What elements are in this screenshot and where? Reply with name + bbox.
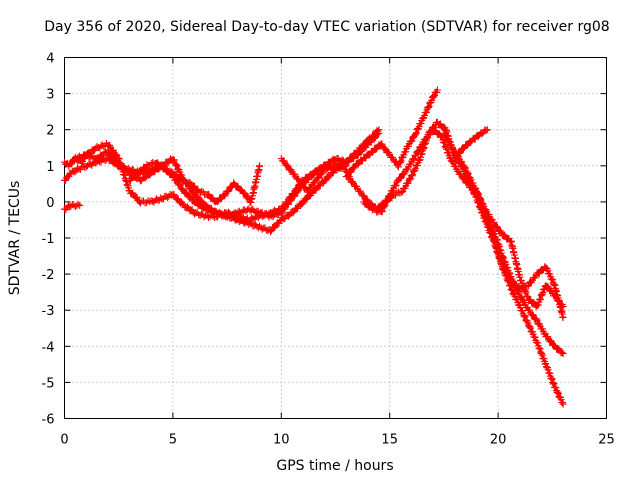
chart-title: Day 356 of 2020, Sidereal Day-to-day VTE… bbox=[44, 19, 609, 35]
y-axis-label: SDTVAR / TECUs bbox=[7, 181, 23, 296]
series-trace-c bbox=[71, 129, 383, 225]
y-tick-label: -6 bbox=[42, 413, 55, 428]
series-trace-j bbox=[451, 151, 567, 408]
x-tick-label: 10 bbox=[273, 433, 290, 448]
data-point-markers bbox=[126, 159, 264, 206]
y-tick-label: -5 bbox=[42, 376, 55, 391]
y-tick-label: -2 bbox=[42, 268, 55, 283]
y-tick-label: 3 bbox=[46, 88, 54, 103]
y-tick-label: -3 bbox=[42, 304, 55, 319]
series-trace-g bbox=[342, 86, 441, 181]
y-tick-label: 1 bbox=[46, 160, 54, 175]
x-tick-label: 25 bbox=[598, 433, 615, 448]
y-tick-label: 0 bbox=[46, 196, 54, 211]
y-axis-ticks: -6 -5 -4 -3 -2 -1 0 1 2 3 4 bbox=[42, 52, 607, 428]
series-trace-d bbox=[61, 200, 84, 214]
y-tick-label: 4 bbox=[46, 52, 54, 67]
data-point-markers bbox=[71, 129, 383, 225]
x-axis-label: GPS time / hours bbox=[276, 458, 393, 474]
data-points bbox=[61, 86, 567, 408]
data-point-markers bbox=[61, 200, 84, 214]
y-tick-label: -4 bbox=[42, 340, 55, 355]
x-tick-label: 0 bbox=[60, 433, 68, 448]
data-point-markers bbox=[342, 86, 441, 181]
y-tick-label: 2 bbox=[46, 124, 54, 139]
x-tick-label: 5 bbox=[169, 433, 177, 448]
x-tick-label: 15 bbox=[381, 433, 398, 448]
series-trace-e bbox=[126, 159, 264, 206]
x-tick-label: 20 bbox=[490, 433, 507, 448]
grid bbox=[64, 57, 607, 419]
data-point-markers bbox=[472, 187, 567, 311]
x-axis-ticks: 0 5 10 15 20 25 bbox=[60, 57, 615, 448]
data-point-markers bbox=[451, 151, 567, 408]
y-tick-label: -1 bbox=[42, 232, 55, 247]
series-trace-k bbox=[472, 187, 567, 311]
